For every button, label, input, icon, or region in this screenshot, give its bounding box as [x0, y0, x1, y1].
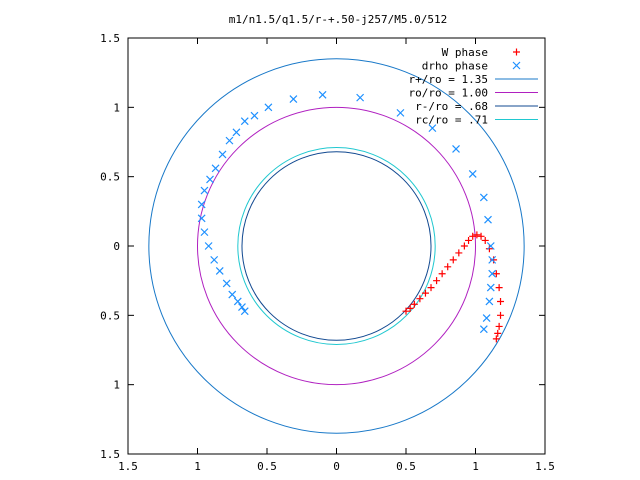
legend-label: W phase [442, 46, 488, 59]
drho-phase-point [233, 297, 242, 306]
drho-phase-point [512, 61, 521, 70]
x-tick-label: 1.5 [118, 460, 138, 473]
y-tick-label: 0 [113, 240, 120, 253]
drho-phase-point [264, 103, 273, 112]
drho-phase-point [396, 108, 405, 117]
w-phase-point [473, 231, 481, 239]
drho-phase-point [484, 215, 492, 224]
y-tick-label: 0.5 [100, 171, 120, 184]
y-tick-label: 1 [113, 101, 120, 114]
reference-circles [148, 58, 525, 434]
w-phase-point [494, 329, 502, 337]
drho-phase-point [482, 314, 491, 323]
w-phase-point [495, 284, 503, 292]
w-phase-point [490, 256, 498, 264]
y-tick-label: 1 [113, 379, 120, 392]
drho-phase-point [240, 307, 249, 316]
w-phase-point [497, 297, 505, 305]
w-phase-point [455, 249, 463, 257]
w-phase-point [513, 48, 520, 56]
drho-phase-point [225, 136, 234, 145]
drho-phase-point [200, 186, 209, 195]
w-phase-point [469, 232, 477, 240]
x-tick-label: 0.5 [257, 460, 277, 473]
w-phase-point [481, 236, 489, 244]
circle-2 [197, 106, 476, 386]
drho-phase-point [215, 267, 224, 275]
legend-label: ro/ro = 1.00 [409, 87, 488, 100]
w-phase-point [444, 263, 452, 271]
drho-phase-point [485, 297, 494, 306]
w-phase-point [416, 295, 424, 303]
w-phase-point [492, 270, 500, 278]
w-phase-point [427, 284, 435, 292]
drho-phase-point [204, 242, 213, 250]
drho-phase-point [197, 200, 206, 209]
w-phase-point [402, 307, 410, 315]
w-phase-point [465, 236, 473, 244]
drho-phase-point [488, 255, 497, 264]
w-phase-point [449, 256, 457, 264]
drho-phase-point [428, 124, 437, 133]
drho-phase-point [222, 279, 231, 288]
axis-ticks: 1.5 1 0.5 0 0.5 1 1.51.510.500.511.5 [100, 32, 555, 473]
w-phase-point [433, 277, 441, 285]
drho-phase-point [479, 193, 488, 202]
drho-phase-point [452, 145, 460, 153]
y-tick-label: 1.5 [100, 32, 120, 45]
legend-label: rc/ro = .71 [415, 114, 488, 127]
circle-3 [241, 151, 432, 341]
drho-phase-point [318, 90, 327, 99]
drho-phase-point [232, 128, 241, 137]
w-phase-point [410, 300, 418, 308]
y-tick-label: 1.5 [100, 448, 120, 461]
drho-phase-point [228, 290, 237, 299]
drho-phase-point [486, 283, 495, 292]
x-tick-label: 0.5 [396, 460, 416, 473]
drho-phase-point [210, 255, 219, 264]
drho-phase-point [486, 242, 495, 250]
drho-phase-point [289, 95, 298, 103]
drho-phase-point [238, 303, 246, 311]
w-phase-point [438, 270, 446, 278]
legend-label: r-/ro = .68 [415, 100, 488, 113]
w-phase-point [460, 242, 468, 250]
drho-phase-point [250, 111, 259, 120]
circle-1 [148, 58, 525, 434]
drho-phase-point [218, 150, 227, 159]
x-tick-label: 1 [472, 460, 479, 473]
chart-title: m1/n1.5/q1.5/r-+.50-j257/M5.0/512 [229, 13, 448, 26]
y-tick-label: 0.5 [100, 309, 120, 322]
circle-4 [237, 147, 436, 345]
drho-phase-point [488, 269, 497, 278]
w-phase-point [477, 232, 485, 240]
drho-phase-point [468, 169, 477, 178]
drho-phase-point [206, 175, 214, 184]
w-phase-point [421, 289, 429, 297]
w-phase-point [495, 322, 503, 330]
w-phase-point [492, 335, 500, 343]
x-tick-label: 0 [333, 460, 340, 473]
w-phase-point [485, 245, 493, 253]
legend-label: drho phase [422, 60, 488, 73]
drho-phase-point [197, 214, 206, 223]
w-phase-point [497, 311, 505, 319]
data-series [197, 90, 505, 343]
drho-phase-point [200, 228, 209, 237]
drho-phase-point [356, 93, 365, 102]
legend-label: r+/ro = 1.35 [409, 73, 488, 86]
drho-phase-point [479, 325, 488, 334]
drho-phase-point [240, 117, 249, 126]
w-phase-point [406, 304, 414, 312]
x-tick-label: 1.5 [535, 460, 555, 473]
x-tick-label: 1 [194, 460, 201, 473]
drho-phase-point [211, 164, 220, 173]
